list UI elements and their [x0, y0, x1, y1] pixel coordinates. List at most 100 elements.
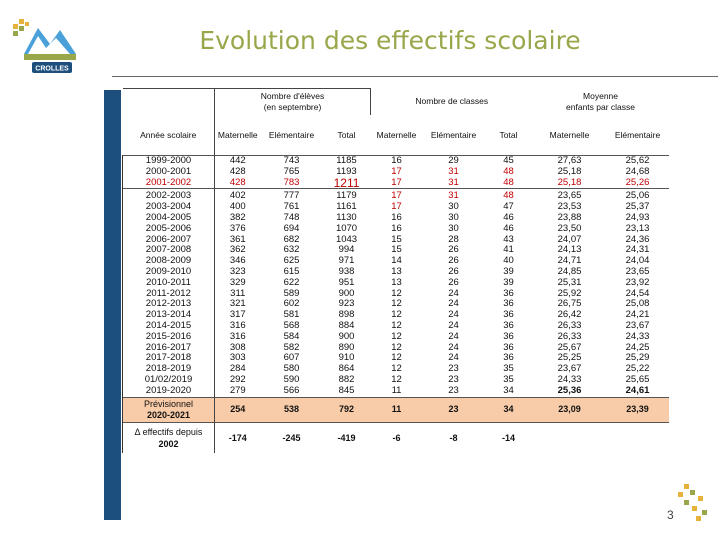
table-cell: 898 — [338, 309, 355, 321]
table-cell: 25,08 — [625, 298, 650, 310]
col-classes-elementaire: Elémentaire — [430, 130, 477, 140]
table-cell: 323 — [229, 265, 246, 277]
table-cell: 24 — [448, 319, 459, 331]
row-year: 2019-2020 — [122, 385, 215, 398]
table-cell: 34 — [484, 396, 533, 423]
table-cell: 23,65 — [625, 265, 650, 277]
table-cell: 25,29 — [625, 352, 650, 364]
table-cell: 25,37 — [625, 201, 650, 213]
table-cell: 36 — [503, 330, 514, 342]
table-cell: 12 — [391, 330, 402, 342]
row-year: 2007-2008 — [122, 245, 215, 257]
table-cell: 16 — [370, 154, 423, 167]
side-bar — [104, 90, 121, 520]
row-year: 2001-2002 — [122, 177, 215, 189]
crolles-logo: CROLLES — [10, 14, 84, 82]
table-cell: 1161 — [336, 201, 357, 213]
table-cell: 36 — [503, 319, 514, 331]
table-cell: 48 — [484, 188, 533, 203]
table-cell: 1211 — [333, 175, 360, 190]
table-cell: 566 — [283, 384, 300, 396]
table-cell: 538 — [260, 396, 323, 423]
table-cell: 24,68 — [625, 165, 650, 177]
table-cell — [606, 421, 669, 453]
table-cell: 23 — [448, 363, 459, 375]
row-year: 2005-2006 — [122, 223, 215, 235]
table-row: 2016-2017 308 582 890 12 24 36 25,67 24,25 — [122, 341, 669, 354]
row-year: 2008-2009 — [122, 255, 215, 267]
table-cell: 761 — [283, 201, 300, 213]
table-cell: 11 — [391, 384, 402, 396]
col-year: Année scolaire — [122, 115, 215, 156]
row-year: 2014-2015 — [122, 320, 215, 332]
table-cell: 308 — [229, 341, 246, 353]
table-cell: 12 — [391, 287, 402, 299]
row-year: 2010-2011 — [122, 277, 215, 289]
table-cell: 26,33 — [557, 319, 582, 331]
table-cell: 24,25 — [625, 341, 650, 353]
table-cell: 581 — [283, 309, 300, 321]
table-cell: 26 — [448, 265, 459, 277]
table-cell: 28 — [448, 233, 459, 245]
table-cell: 346 — [229, 255, 246, 267]
table-cell: 24,04 — [625, 255, 650, 267]
table-row: 2008-2009 346 625 971 14 26 40 24,71 24,04 — [122, 255, 669, 267]
table-cell: 31 — [448, 176, 459, 188]
table-cell: 30 — [448, 222, 459, 234]
table-cell: 45 — [484, 154, 533, 167]
table-cell: 900 — [338, 287, 355, 299]
row-year: 2003-2004 — [122, 201, 215, 213]
table-cell: 23 — [448, 373, 459, 385]
table-cell: 748 — [283, 211, 300, 223]
table-cell: 23,65 — [532, 188, 607, 203]
table-cell: 589 — [283, 287, 300, 299]
table-cell: 25,26 — [625, 176, 650, 188]
title-divider — [112, 76, 718, 77]
table-cell: 923 — [338, 298, 355, 310]
enrollment-table: Nombre d'élèves (en septembre) Nombre de… — [122, 88, 669, 453]
table-cell: 777 — [260, 188, 323, 203]
table-cell: 882 — [338, 373, 355, 385]
table-cell: 24,54 — [625, 287, 650, 299]
table-cell: 321 — [229, 298, 246, 310]
col-eleves-elementaire: Elémentaire — [268, 130, 315, 140]
table-cell: 442 — [214, 154, 261, 167]
group-moyenne: Moyenne enfants par classe — [566, 90, 636, 112]
table-cell — [532, 421, 607, 453]
table-cell: -419 — [322, 421, 371, 453]
table-cell: 30 — [448, 201, 459, 213]
table-cell: 24 — [448, 330, 459, 342]
table-cell: 584 — [283, 330, 300, 342]
table-row: 2013-2014 317 581 898 12 24 36 26,42 24,21 — [122, 309, 669, 321]
table-cell: 303 — [229, 352, 246, 364]
table-cell: 48 — [503, 165, 514, 177]
table-cell: 26,75 — [557, 298, 582, 310]
table-cell: 25,65 — [625, 373, 650, 385]
table-cell: 25,62 — [606, 154, 669, 167]
table-cell: -14 — [484, 421, 533, 453]
page-title: Evolution des effectifs scolaire — [199, 26, 581, 55]
page-number: 3 — [667, 508, 674, 522]
table-cell: 23,88 — [557, 211, 582, 223]
table-cell: 39 — [503, 276, 514, 288]
table-cell: -6 — [370, 421, 423, 453]
table-cell: 329 — [229, 276, 246, 288]
table-cell: 615 — [283, 265, 300, 277]
table-cell: 36 — [503, 287, 514, 299]
table-cell: 29 — [422, 154, 485, 167]
table-cell: 25,67 — [557, 341, 582, 353]
table-cell: 24,71 — [557, 255, 582, 267]
row-year: 01/02/2019 — [122, 374, 215, 386]
table-cell: 23,50 — [557, 222, 582, 234]
table-row: 2009-2010 323 615 938 13 26 39 24,85 23,65 — [122, 265, 669, 278]
table-cell: 900 — [338, 330, 355, 342]
table-cell: 17 — [370, 188, 423, 203]
table-cell: 311 — [230, 287, 246, 299]
table-cell: 607 — [283, 352, 300, 364]
table-cell: 13 — [391, 265, 402, 277]
delta-row: Δ effectifs depuis 2002 -174 -245 -419 -… — [122, 421, 669, 453]
table-cell: 23,53 — [557, 201, 582, 213]
table-cell: 24 — [448, 309, 459, 321]
decorative-squares — [676, 484, 710, 524]
table-cell: 951 — [338, 276, 355, 288]
